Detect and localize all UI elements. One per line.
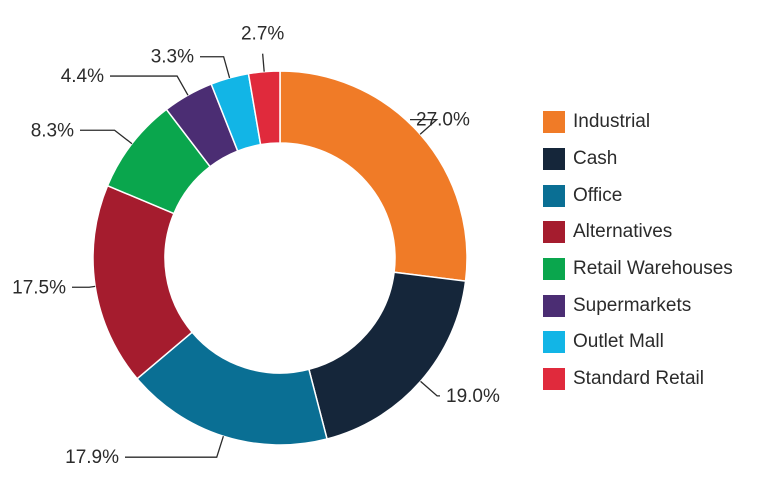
legend-swatch-office bbox=[543, 184, 565, 207]
leader-line-supermarkets bbox=[110, 75, 189, 96]
legend-item-industrial: Industrial bbox=[543, 104, 733, 141]
legend-item-retail-warehouses: Retail Warehouses bbox=[543, 251, 733, 288]
legend-item-supermarkets: Supermarkets bbox=[543, 287, 733, 324]
leader-line-outlet-mall bbox=[200, 56, 231, 79]
legend-item-outlet-mall: Outlet Mall bbox=[543, 324, 733, 361]
leader-line-cash bbox=[420, 380, 440, 397]
legend-item-office: Office bbox=[543, 177, 733, 214]
legend-label-retail-warehouses: Retail Warehouses bbox=[573, 258, 733, 280]
leader-line-retail-warehouses bbox=[80, 129, 133, 145]
slice-industrial bbox=[279, 70, 468, 282]
legend-item-alternatives: Alternatives bbox=[543, 214, 733, 251]
legend-swatch-cash bbox=[543, 148, 565, 171]
donut-chart: 27.0% 19.0% 17.9% 17.5% 8.3% 4.4% 3.3% 2.7% bbox=[12, 24, 500, 468]
legend-swatch-outlet-mall bbox=[543, 331, 565, 354]
leader-line-alternatives bbox=[72, 285, 96, 288]
data-label-supermarkets: 4.4% bbox=[61, 66, 104, 87]
slice-cash bbox=[308, 271, 467, 440]
leader-line-office bbox=[125, 436, 225, 458]
legend-label-cash: Cash bbox=[573, 148, 618, 170]
leader-line-standard-retail bbox=[262, 53, 265, 72]
legend-item-cash: Cash bbox=[543, 141, 733, 178]
legend-swatch-supermarkets bbox=[543, 294, 565, 317]
legend-label-outlet-mall: Outlet Mall bbox=[573, 331, 664, 353]
legend-label-alternatives: Alternatives bbox=[573, 221, 673, 243]
legend-swatch-retail-warehouses bbox=[543, 258, 565, 281]
data-label-retail-warehouses: 8.3% bbox=[31, 120, 74, 141]
data-label-office: 17.9% bbox=[65, 447, 119, 468]
chart-legend: Industrial Cash Office Alternatives Reta… bbox=[543, 104, 733, 398]
legend-label-office: Office bbox=[573, 184, 623, 206]
data-label-standard-retail: 2.7% bbox=[241, 24, 284, 45]
legend-item-standard-retail: Standard Retail bbox=[543, 361, 733, 398]
slice-standard-retail bbox=[247, 70, 281, 146]
data-label-alternatives: 17.5% bbox=[12, 277, 66, 298]
data-label-industrial: 27.0% bbox=[416, 110, 470, 131]
legend-swatch-industrial bbox=[543, 111, 565, 134]
legend-label-standard-retail: Standard Retail bbox=[573, 368, 704, 390]
legend-swatch-alternatives bbox=[543, 221, 565, 244]
leader-line-industrial bbox=[410, 119, 439, 135]
legend-swatch-standard-retail bbox=[543, 368, 565, 391]
legend-label-industrial: Industrial bbox=[573, 111, 651, 133]
legend-label-supermarkets: Supermarkets bbox=[573, 294, 692, 316]
data-label-outlet-mall: 3.3% bbox=[151, 47, 194, 68]
data-label-cash: 19.0% bbox=[446, 386, 500, 407]
